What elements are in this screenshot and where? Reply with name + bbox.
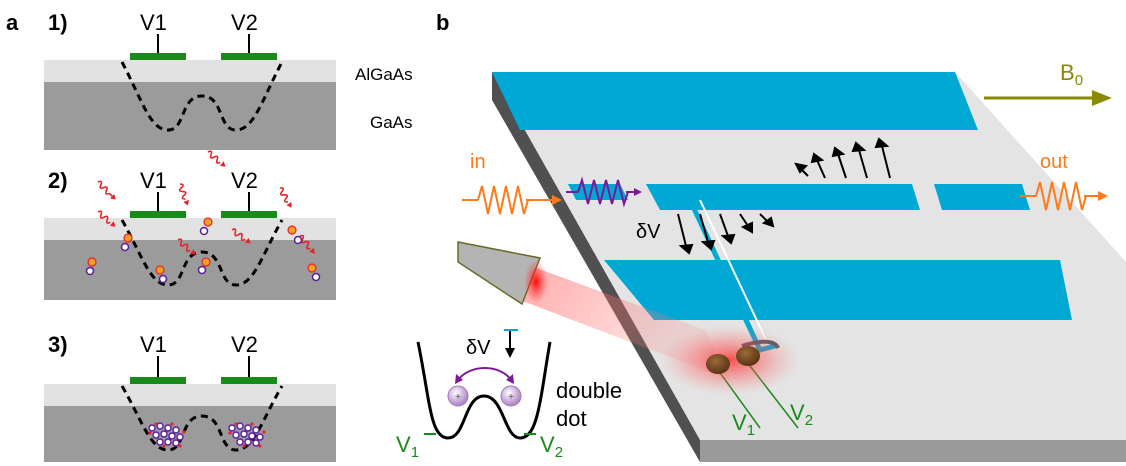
gate-v1-label: V1 bbox=[140, 168, 167, 193]
hole-icon bbox=[123, 233, 133, 243]
photon-arrow-icon bbox=[207, 150, 226, 167]
fiber-emission-icon bbox=[524, 260, 548, 304]
input-label: in bbox=[470, 151, 486, 173]
inset-voltage-label: δV bbox=[466, 337, 491, 359]
gate-v1-label: V1 bbox=[140, 332, 167, 357]
svg-text:+: + bbox=[508, 392, 514, 403]
svg-text:+: + bbox=[455, 392, 461, 403]
gate-v2 bbox=[221, 53, 277, 60]
hole-icon bbox=[203, 217, 213, 227]
inset-left-gate: V1 bbox=[396, 432, 419, 461]
photon-arrow-icon bbox=[97, 180, 116, 200]
step-2-number: 2) bbox=[48, 168, 68, 193]
gate-line-1-gap bbox=[699, 199, 769, 345]
gate-v1 bbox=[130, 377, 186, 384]
gate-v2-label: V2 bbox=[790, 400, 813, 429]
inset-title-line2: dot bbox=[556, 406, 587, 431]
electron-icon bbox=[197, 265, 207, 275]
gaas-layer bbox=[44, 406, 336, 462]
panel-b-label: b bbox=[436, 10, 449, 35]
channel-stripe-middle bbox=[646, 184, 920, 210]
photon-arrow-icon bbox=[231, 228, 251, 244]
electron-icon bbox=[120, 242, 130, 252]
voltage-label: δV bbox=[636, 221, 661, 243]
double-dot-potential bbox=[416, 341, 552, 440]
gaas-label: GaAs bbox=[370, 113, 413, 132]
laser-spot bbox=[660, 325, 800, 395]
gate-v2-label: V2 bbox=[231, 10, 258, 35]
hole-icon bbox=[201, 257, 211, 267]
potential-profile bbox=[120, 219, 284, 287]
gate-v1 bbox=[130, 53, 186, 60]
algaas-layer bbox=[44, 384, 336, 406]
algaas-label: AlGaAs bbox=[355, 65, 413, 84]
chip-left-side bbox=[492, 72, 700, 462]
photon-arrow-icon bbox=[178, 183, 189, 206]
gaas-layer bbox=[44, 82, 336, 150]
channel-stripe-lower bbox=[604, 260, 1072, 320]
step-1-diagram: 1) V1 V2 AlGaAs GaAs bbox=[44, 10, 413, 150]
hole-icon bbox=[307, 263, 317, 273]
field-label: B0 bbox=[1060, 60, 1083, 89]
trapped-holes-left bbox=[148, 422, 186, 448]
trapped-electrons-left bbox=[148, 422, 184, 447]
photon-arrow-icon bbox=[299, 234, 315, 254]
algaas-layer bbox=[44, 60, 336, 82]
chip-front-side bbox=[700, 440, 1126, 462]
electron-spin-right-icon bbox=[500, 385, 522, 407]
electron-spin-left-icon bbox=[447, 385, 469, 407]
step-1-number: 1) bbox=[48, 10, 68, 35]
inset-right-gate: V2 bbox=[540, 432, 563, 461]
algaas-layer bbox=[44, 218, 336, 240]
gate-v1-label: V1 bbox=[732, 410, 755, 439]
gate-v2 bbox=[221, 211, 277, 218]
gate-v1-label: V1 bbox=[140, 10, 167, 35]
channel-stripe-output bbox=[934, 184, 1030, 210]
photon-arrow-icon bbox=[177, 238, 196, 255]
hole-icon bbox=[87, 257, 97, 267]
electron-icon bbox=[85, 266, 95, 276]
gate-v2-label: V2 bbox=[231, 168, 258, 193]
trapped-electrons-right bbox=[228, 422, 264, 447]
photon-arrows bbox=[97, 150, 315, 255]
hole-icon bbox=[155, 265, 165, 275]
photon-arrow-icon bbox=[97, 210, 116, 227]
double-dot-inset: + + δV double dot V1 V2 bbox=[396, 329, 622, 461]
spin-arrows-down bbox=[677, 213, 775, 255]
electron-icon bbox=[199, 226, 209, 236]
electron-icon bbox=[158, 274, 168, 284]
gate-v2 bbox=[221, 377, 277, 384]
output-label: out bbox=[1040, 151, 1068, 173]
panel-b: b bbox=[396, 10, 1126, 462]
channel-stripe-top bbox=[492, 72, 978, 130]
travelling-wave-icon bbox=[566, 176, 642, 208]
panel-a: a 1) V1 V2 AlGaAs GaAs 2) V1 V2 bbox=[6, 10, 413, 462]
potential-profile bbox=[120, 385, 284, 452]
electron-icon bbox=[311, 272, 321, 282]
quantum-dot-2 bbox=[736, 346, 760, 366]
step-2-diagram: 2) V1 V2 bbox=[44, 150, 336, 300]
spin-arrows-up bbox=[794, 137, 891, 179]
step-3-diagram: 3) V1 V2 bbox=[44, 332, 336, 462]
tunneling-arrow-icon bbox=[457, 367, 512, 381]
magnetic-field-arrow-icon bbox=[984, 90, 1112, 106]
optical-fiber-tip bbox=[457, 241, 542, 306]
electron-icon bbox=[293, 235, 303, 245]
input-wave-icon bbox=[462, 185, 562, 215]
quantum-dot-1 bbox=[706, 354, 730, 374]
photon-arrow-icon bbox=[279, 187, 292, 208]
potential-profile bbox=[120, 61, 284, 132]
panel-a-label: a bbox=[6, 10, 19, 35]
step-3-number: 3) bbox=[48, 332, 68, 357]
output-wave-icon bbox=[1020, 181, 1108, 211]
trapped-holes-right bbox=[228, 422, 266, 448]
gate-v1 bbox=[130, 211, 186, 218]
inset-title-line1: double bbox=[556, 378, 622, 403]
gate-v2-label: V2 bbox=[231, 332, 258, 357]
photo-carriers bbox=[85, 217, 321, 284]
hole-icon bbox=[287, 225, 297, 235]
